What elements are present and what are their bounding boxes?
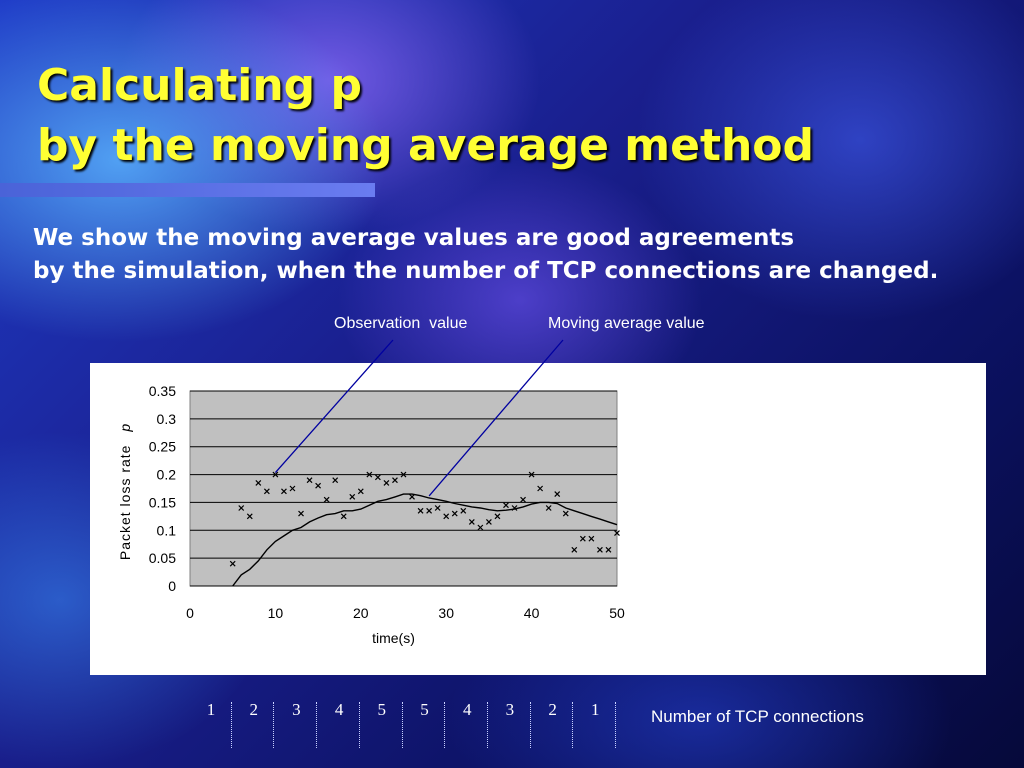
y-axis-title-symbol: p [117,423,133,433]
plot-area [189,390,618,587]
y-tick-labels: 0 0.05 0.1 0.15 0.2 0.25 0.3 0.35 [149,383,176,594]
observation-point [340,513,347,520]
tcp-connection-count: 1 [591,700,600,719]
connection-separator [486,702,488,748]
tcp-connections-label: Number of TCP connections [651,707,864,726]
observation-point [562,510,569,517]
svg-text:Packet loss rate p: Packet loss rate p [117,423,133,560]
observation-point [409,493,415,500]
observation-point [323,496,330,503]
observation-point [426,507,433,514]
y-tick-label: 0.15 [149,494,176,510]
y-tick-label: 0.2 [157,467,177,483]
connection-separator [273,702,275,748]
y-tick-label: 0.3 [157,411,177,427]
subtitle-line1: We show the moving average values are go… [33,225,795,251]
x-tick-label: 0 [186,605,194,621]
moving-average-line [232,493,618,587]
connection-separator [358,702,360,748]
tcp-connection-count: 3 [292,700,301,719]
title-underline-bar [0,183,375,197]
observation-point [263,488,270,495]
chart-panel: 0 0.05 0.1 0.15 0.2 0.25 0.3 0.35 0 10 20 30 40 50 t… [90,363,986,675]
observation-point [281,488,287,495]
observation-point [434,505,441,511]
y-tick-label: 0.1 [157,522,177,538]
x-tick-label: 10 [268,605,284,621]
tcp-connection-count: 2 [548,700,557,719]
observation-point [545,505,552,511]
x-axis-title: time(s) [372,630,415,646]
observation-point [332,477,339,484]
y-tick-label: 0 [168,578,176,594]
tcp-connection-count: 5 [420,700,429,719]
connection-separator [572,702,574,748]
observation-point [306,477,313,484]
observation-point [443,513,450,520]
callout-moving-average-label: Moving average value [548,315,705,332]
observation-point [246,513,253,520]
observation-point [511,505,518,511]
observation-point [289,485,296,492]
observation-point [451,510,458,517]
observation-point [468,519,475,525]
observation-point [485,519,492,525]
tcp-connection-count: 1 [206,700,216,719]
subtitle-line2: by the simulation, when the number of TC… [33,258,939,284]
x-tick-label: 50 [609,605,625,621]
observation-point [596,546,603,553]
observation-point [349,493,356,500]
observation-point [298,510,304,517]
observation-point [229,560,236,567]
x-tick-label: 30 [438,605,454,621]
observation-point [494,513,501,520]
y-tick-label: 0.05 [149,550,176,566]
callout-observation-label: Observation value [334,315,468,332]
observation-point [579,535,586,542]
y-tick-label: 0.25 [149,439,176,455]
tcp-connection-count: 3 [505,700,515,719]
tcp-connection-count: 5 [377,700,387,719]
slide-title-line2: by the moving average method [37,120,815,171]
y-axis-title-text: Packet loss rate [117,445,133,561]
observation-point [400,471,407,478]
observation-point [315,482,322,489]
x-tick-label: 40 [524,605,540,621]
x-tick-label: 20 [353,605,369,621]
connection-separator [615,702,616,748]
observation-point [460,507,467,514]
connection-separator [444,702,446,748]
tcp-connection-count: 4 [462,700,472,719]
observation-point [614,530,620,536]
observation-point [357,488,364,495]
observation-point [392,477,398,484]
observation-point [417,507,424,514]
y-axis-title: Packet loss rate p [117,423,133,560]
observation-point [477,524,484,531]
connection-separator [401,702,403,748]
observation-point [503,502,509,509]
x-tick-labels: 0 10 20 30 40 50 [186,605,625,621]
tcp-connection-count: 4 [334,700,344,719]
observation-point [588,535,595,542]
connection-separator [230,702,232,748]
tcp-connection-count: 2 [249,700,258,719]
observation-point [571,546,578,553]
observation-point [520,496,526,503]
slide-title-line1: Calculating p [37,60,362,111]
observation-point [605,546,612,553]
observation-point [383,480,390,486]
observation-point [255,480,262,486]
y-tick-label: 0.35 [149,383,176,399]
observation-point [238,505,245,511]
connection-separator [529,702,531,748]
packet-loss-chart: 0 0.05 0.1 0.15 0.2 0.25 0.3 0.35 0 10 20 30 40 50 t… [117,383,625,646]
tcp-connections-row: 1 2 3 4 5 5 4 3 2 1 [190,700,630,750]
observation-point [374,474,381,481]
connection-separator [316,702,318,748]
